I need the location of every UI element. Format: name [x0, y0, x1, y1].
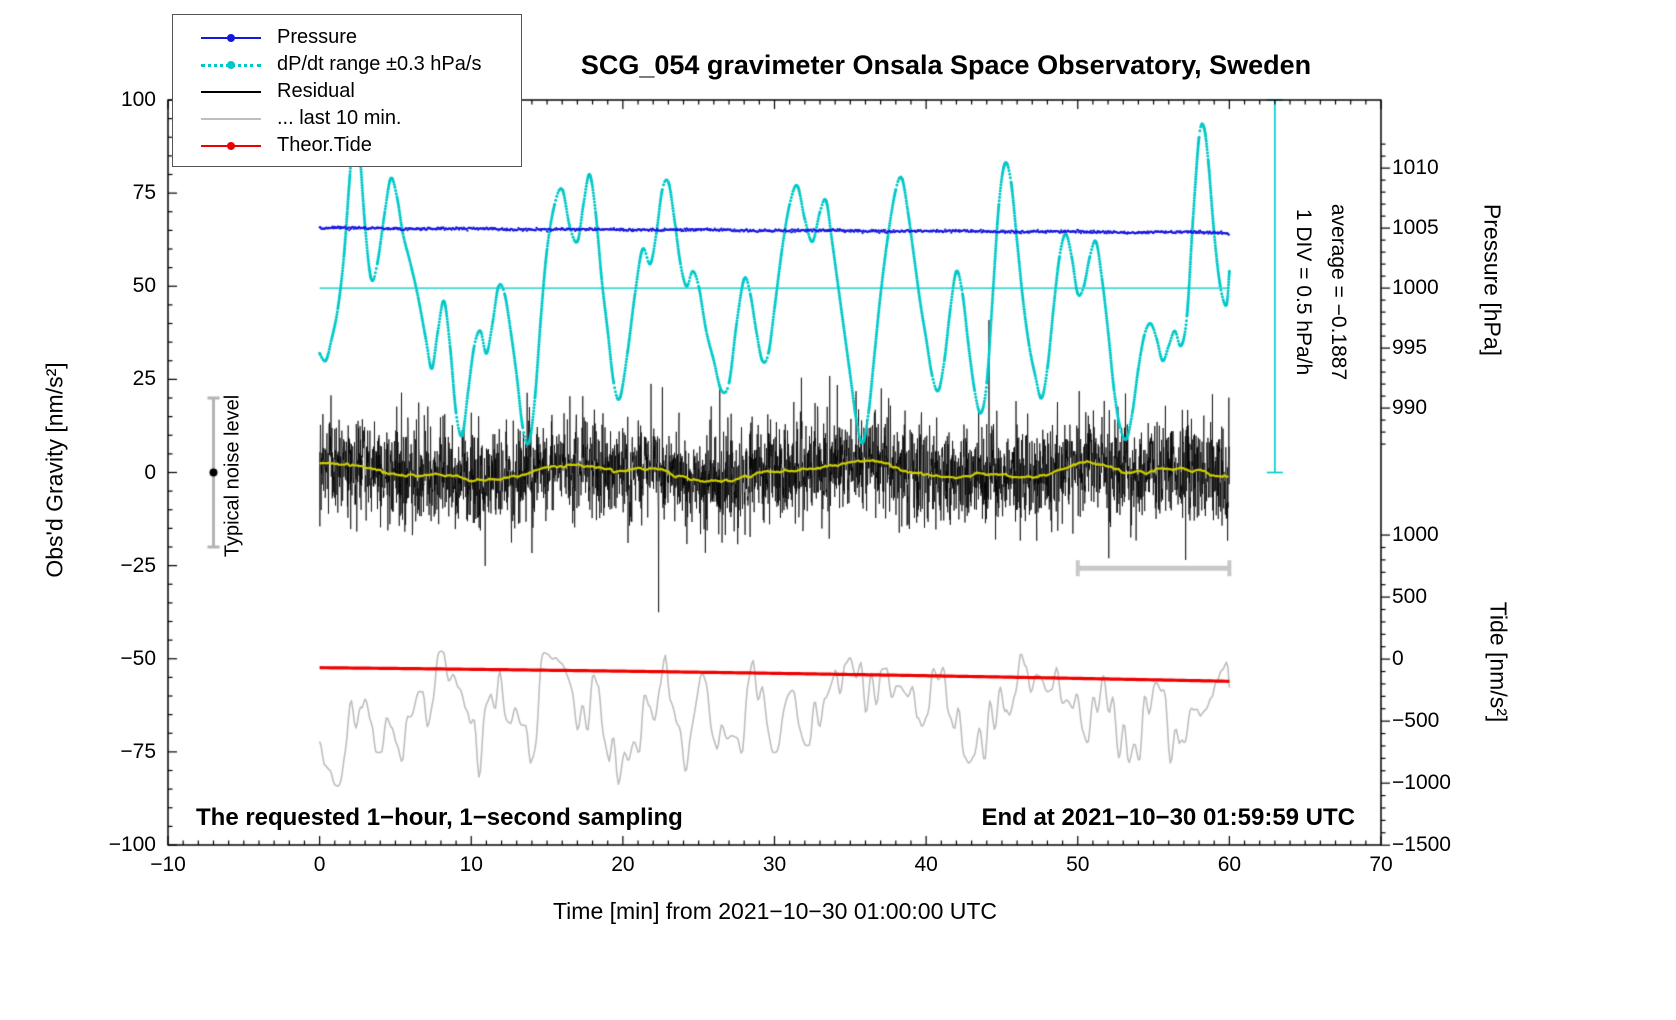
legend-item-label: Theor.Tide	[277, 134, 372, 156]
y-tick-label-pressure: 1010	[1392, 156, 1439, 180]
y-tick-label-gravity: −75	[120, 739, 156, 763]
noise-level-label: Typical noise level	[221, 394, 244, 558]
y-tick-label-gravity: 100	[120, 88, 156, 111]
sampling-annotation: The requested 1−hour, 1−second sampling	[196, 804, 683, 831]
legend-dot-icon	[227, 141, 235, 150]
legend-line-icon	[201, 117, 261, 120]
x-tick-label: 0	[313, 853, 326, 876]
x-axis-label: Time [min] from 2021−10−30 01:00:00 UTC	[552, 898, 998, 924]
y-axis-label-gravity: Obs'd Gravity [nm/s²]	[41, 362, 68, 578]
legend-item: ... last 10 min.	[201, 105, 515, 132]
y-tick-label-tide: −1000	[1392, 771, 1451, 795]
x-tick-label: 10	[459, 853, 483, 876]
legend-item-label: Pressure	[277, 26, 358, 48]
y-tick-label-pressure: 1000	[1392, 276, 1439, 300]
legend-marker-icon	[201, 110, 261, 128]
legend: Pressure dP/dt range ±0.3 hPa/s Residual..…	[172, 14, 522, 167]
y-tick-label-gravity: 50	[132, 274, 156, 298]
x-tick-label: 20	[611, 853, 635, 876]
div-scale-label: 1 DIV = 0.5 hPa/h	[1292, 208, 1315, 376]
y-axis-label-pressure: Pressure [hPa]	[1479, 203, 1506, 357]
x-tick-label: 40	[914, 853, 938, 876]
y-tick-label-gravity: 25	[132, 367, 156, 391]
legend-item: Theor.Tide	[201, 132, 515, 159]
x-tick-label: 30	[762, 853, 787, 876]
legend-item-label: ... last 10 min.	[277, 107, 402, 129]
y-tick-label-pressure: 990	[1392, 396, 1428, 420]
legend-dot-icon	[227, 60, 235, 69]
legend-marker-icon	[201, 137, 261, 155]
chart-title: SCG_054 gravimeter Onsala Space Observat…	[580, 50, 1312, 80]
y-tick-label-gravity: −25	[120, 553, 156, 577]
y-tick-label-gravity: −100	[108, 833, 156, 856]
legend-item: Residual	[201, 78, 515, 105]
y-tick-label-pressure: 995	[1392, 336, 1428, 360]
y-tick-label-tide: 500	[1392, 585, 1428, 609]
legend-item: Pressure	[201, 24, 515, 51]
end-time-annotation: End at 2021−10−30 01:59:59 UTC	[981, 804, 1355, 831]
legend-marker-icon	[201, 29, 261, 47]
y-tick-label-gravity: 0	[144, 460, 156, 484]
y-tick-label-gravity: −50	[120, 646, 156, 670]
x-tick-label: 50	[1066, 853, 1090, 876]
y-tick-label-tide: −1500	[1392, 833, 1451, 857]
y-tick-label-tide: 1000	[1392, 523, 1439, 547]
x-tick-label: 70	[1369, 853, 1393, 876]
average-label: average = −0.1887	[1327, 203, 1350, 381]
legend-marker-icon	[201, 56, 261, 74]
y-tick-label-gravity: 75	[132, 181, 156, 205]
y-tick-label-tide: 0	[1392, 647, 1404, 671]
y-axis-label-tide: Tide [nm/s²]	[1485, 601, 1512, 723]
legend-item-label: dP/dt range ±0.3 hPa/s	[277, 53, 482, 75]
legend-dot-icon	[227, 33, 235, 42]
x-tick-label: −10	[150, 853, 186, 876]
legend-item-label: Residual	[277, 80, 355, 102]
x-tick-label: 60	[1217, 853, 1242, 876]
legend-marker-icon	[201, 83, 261, 101]
legend-item: dP/dt range ±0.3 hPa/s	[201, 51, 515, 78]
y-tick-label-tide: −500	[1392, 709, 1440, 733]
y-tick-label-pressure: 1005	[1392, 216, 1439, 240]
legend-line-icon	[201, 90, 261, 93]
